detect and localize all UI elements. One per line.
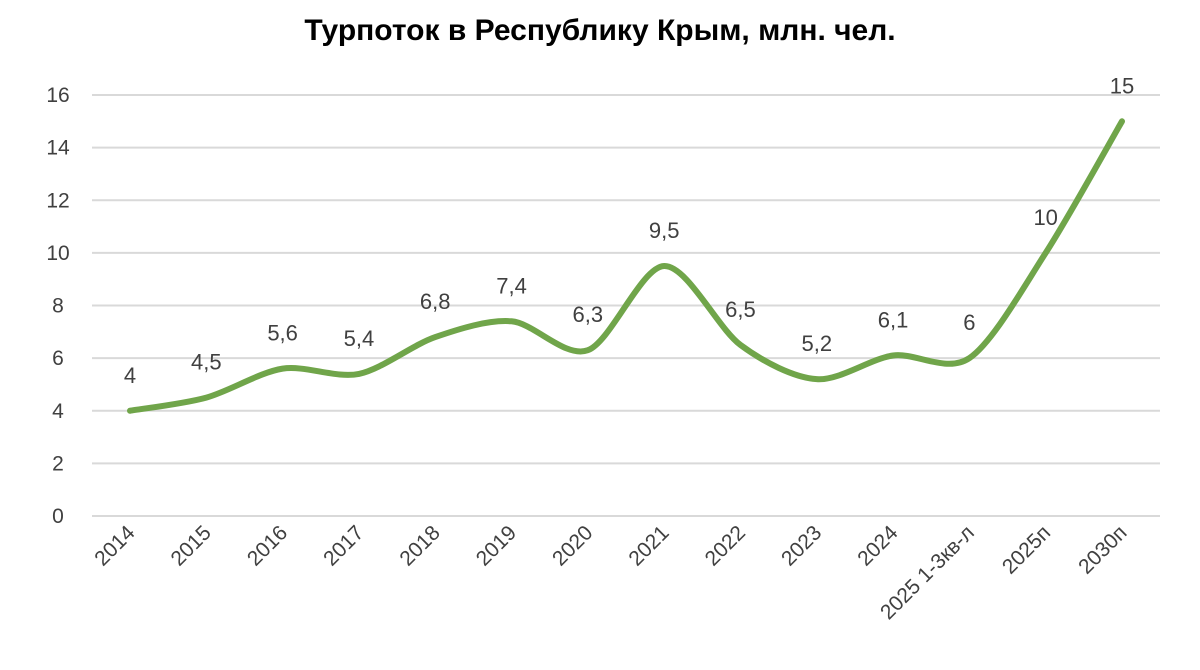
x-tick-label: 2017 [319, 521, 368, 570]
y-tick-label: 4 [52, 400, 64, 423]
data-label: 6,8 [420, 289, 451, 314]
data-label: 6,5 [725, 297, 756, 322]
data-label: 4,5 [191, 350, 222, 375]
x-tick-label: 2023 [777, 521, 826, 570]
data-label: 10 [1033, 205, 1057, 230]
x-tick-label: 2024 [853, 521, 903, 571]
data-label: 6,3 [573, 302, 604, 327]
x-tick-label: 2020 [548, 521, 597, 570]
data-label: 6 [963, 310, 975, 335]
y-tick-label: 8 [52, 295, 64, 318]
series-lines [127, 118, 1125, 414]
x-tick-label: 2018 [395, 521, 444, 570]
data-label: 5,2 [801, 331, 832, 356]
series-line [127, 118, 1125, 414]
x-tick-label: 2030п [1074, 521, 1131, 578]
x-tick-label: 2021 [624, 521, 673, 570]
data-labels: 4 4,5 5,6 5,4 6,8 7,4 6,3 9,5 6,5 5,2 6,1 6 10 15 [124, 73, 1134, 387]
data-label: 15 [1110, 73, 1134, 98]
chart-title: Турпоток в Республику Крым, млн. чел. [304, 14, 896, 47]
data-label: 6,1 [878, 307, 909, 332]
x-tick-label: 2019 [472, 521, 521, 570]
y-tick-label: 14 [46, 137, 70, 160]
data-label: 9,5 [649, 218, 680, 243]
y-axis-ticks: 0 2 4 6 8 10 12 14 16 [46, 84, 70, 528]
data-label: 5,4 [344, 326, 375, 351]
data-label: 4 [124, 363, 136, 388]
x-tick-label: 2025п [998, 521, 1055, 578]
x-tick-label: 2014 [90, 521, 140, 571]
gridlines [92, 94, 1160, 517]
y-tick-label: 2 [52, 452, 64, 475]
x-axis-ticks: 2014 2015 2016 2017 2018 2019 2020 2021 2022 2023… [90, 521, 1131, 624]
y-tick-label: 10 [46, 242, 69, 265]
data-label: 7,4 [496, 273, 527, 298]
x-tick-label: 2015 [167, 521, 216, 570]
y-tick-label: 6 [52, 347, 64, 370]
data-label: 5,6 [267, 321, 298, 346]
y-tick-label: 12 [46, 189, 69, 212]
x-tick-label: 2016 [243, 521, 292, 570]
y-tick-label: 16 [46, 84, 69, 107]
y-tick-label: 0 [52, 505, 64, 528]
x-tick-label: 2022 [701, 521, 750, 570]
